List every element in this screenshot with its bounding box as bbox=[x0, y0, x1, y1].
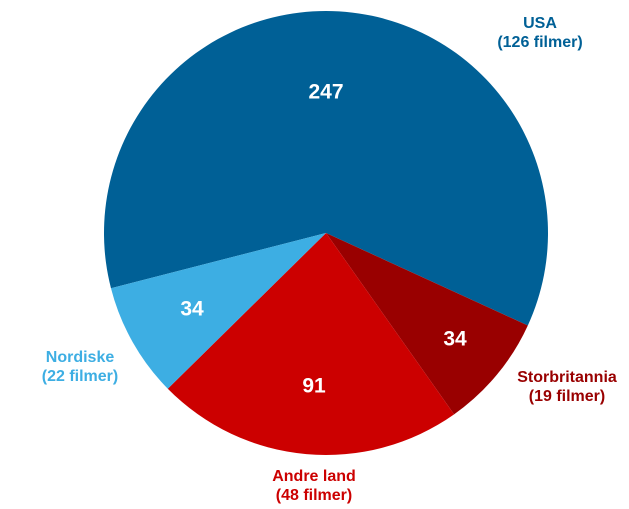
category-label: Andre land bbox=[272, 468, 356, 485]
category-note: (19 filmer) bbox=[529, 388, 605, 405]
value-label: 247 bbox=[308, 81, 343, 104]
category-note: (126 filmer) bbox=[497, 34, 582, 51]
pie-slice bbox=[104, 11, 549, 326]
value-label: 34 bbox=[443, 328, 467, 351]
category-label: Nordiske bbox=[46, 349, 115, 366]
category-label: USA bbox=[523, 15, 557, 32]
category-note: (22 filmer) bbox=[42, 368, 118, 385]
category-note: (48 filmer) bbox=[276, 487, 352, 504]
pie-slice bbox=[326, 233, 528, 415]
pie-slice bbox=[167, 233, 455, 456]
value-label: 34 bbox=[180, 298, 204, 321]
category-label: Storbritannia bbox=[517, 369, 617, 386]
value-label: 91 bbox=[302, 375, 326, 398]
pie-slice bbox=[110, 233, 326, 389]
